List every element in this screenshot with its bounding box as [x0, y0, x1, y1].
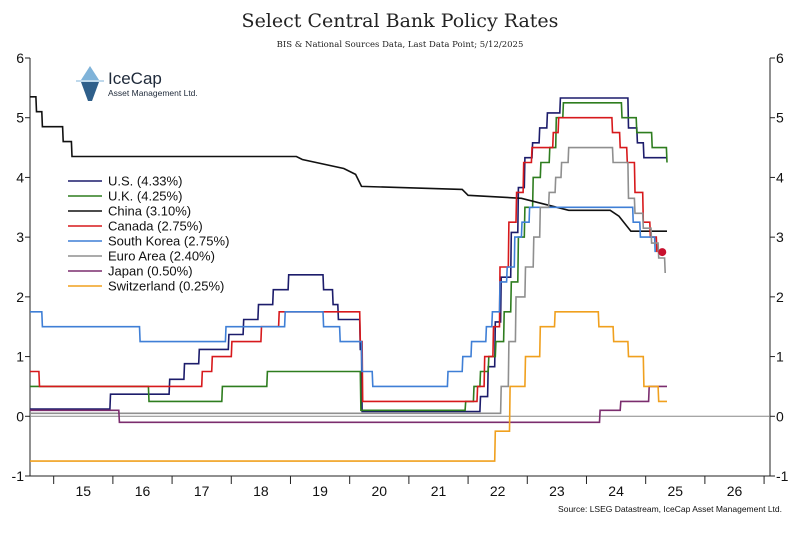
x-tick-label: 20: [371, 483, 387, 499]
legend-label: U.K. (4.25%): [108, 189, 182, 204]
y-tick-label-left: 2: [16, 289, 24, 305]
y-tick-label-left: -1: [12, 468, 25, 484]
y-tick-label-left: 3: [16, 229, 24, 245]
x-tick-label: 22: [490, 483, 506, 499]
iceberg-icon: [76, 66, 104, 101]
x-tick-label: 18: [253, 483, 269, 499]
x-axis: 15 16 17 18 19 20 21 22 23 24 25 26: [53, 476, 765, 499]
y-tick-label-left: 1: [16, 349, 24, 365]
legend-label: Switzerland (0.25%): [108, 279, 224, 294]
x-tick-label: 17: [194, 483, 210, 499]
legend-label: Euro Area (2.40%): [108, 249, 215, 264]
logo-subtitle: Asset Management Ltd.: [108, 88, 198, 98]
y-tick-label-left: 0: [16, 408, 24, 424]
y-tick-label-right: 2: [776, 289, 784, 305]
markers: [658, 248, 667, 257]
plot-frame: [29, 58, 771, 477]
last-point-marker: [658, 248, 667, 257]
x-tick-label: 16: [135, 483, 151, 499]
x-tick-label: 24: [608, 483, 624, 499]
y-tick-label-right: 0: [776, 408, 784, 424]
x-tick-label: 19: [312, 483, 328, 499]
series-lines: [30, 96, 668, 462]
y-tick-label-left: 6: [16, 50, 24, 66]
logo: IceCap Asset Management Ltd.: [76, 66, 198, 101]
chart-subtitle: BIS & National Sources Data, Last Data P…: [277, 40, 524, 50]
source-note: Source: LSEG Datastream, IceCap Asset Ma…: [558, 504, 782, 514]
y-tick-label-right: 1: [776, 349, 784, 365]
legend: U.S. (4.33%)U.K. (4.25%)China (3.10%)Can…: [68, 174, 229, 294]
legend-label: Japan (0.50%): [108, 264, 193, 279]
y-axis-left: -1 0 1 2 3 4 5 6: [12, 50, 30, 484]
y-tick-label-left: 4: [16, 169, 24, 185]
logo-name: IceCap: [108, 69, 162, 88]
series-line-japan: [30, 385, 667, 424]
legend-label: South Korea (2.75%): [108, 234, 229, 249]
x-tick-label: 25: [667, 483, 683, 499]
y-tick-label-right: 4: [776, 169, 784, 185]
y-tick-label-right: 3: [776, 229, 784, 245]
x-tick-label: 21: [431, 483, 447, 499]
legend-label: U.S. (4.33%): [108, 174, 182, 189]
legend-label: China (3.10%): [108, 204, 191, 219]
x-tick-label: 23: [549, 483, 565, 499]
chart-title: Select Central Bank Policy Rates: [242, 10, 559, 32]
series-line-china: [30, 96, 667, 232]
x-tick-label: 26: [727, 483, 743, 499]
series-line-south-korea: [30, 206, 656, 388]
y-tick-label-right: -1: [776, 468, 789, 484]
series-line-euro-area: [30, 146, 666, 415]
series-line-u-k: [30, 102, 668, 412]
y-axis-right: -1 0 1 2 3 4 5 6: [770, 50, 789, 484]
x-tick-label: 15: [75, 483, 91, 499]
y-tick-label-right: 5: [776, 110, 784, 126]
y-tick-label-right: 6: [776, 50, 784, 66]
series-line-u-s: [30, 97, 667, 413]
series-line-switzerland: [30, 311, 667, 462]
legend-label: Canada (2.75%): [108, 219, 203, 234]
y-tick-label-left: 5: [16, 110, 24, 126]
